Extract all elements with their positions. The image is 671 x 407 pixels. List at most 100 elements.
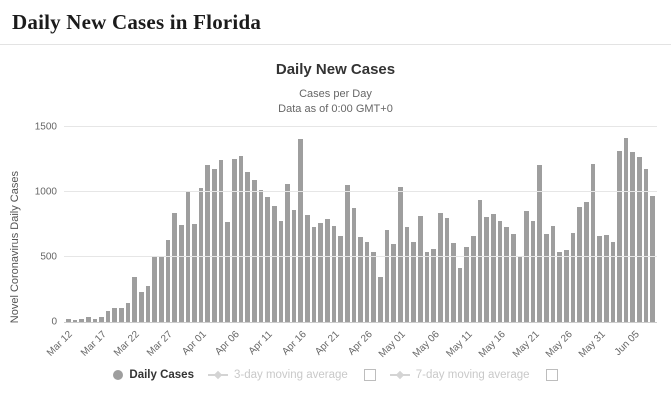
bar <box>66 318 71 322</box>
bar <box>564 249 569 322</box>
bar <box>192 224 197 322</box>
x-tick-label: Apr 16 <box>279 329 309 358</box>
bar <box>577 207 582 322</box>
bar <box>637 156 642 322</box>
y-axis-title-col: Novel Coronavirus Daily Cases <box>6 127 24 367</box>
bar <box>417 215 423 322</box>
chart-legend: Daily Cases 3-day moving average 7-day m… <box>0 369 671 381</box>
bar <box>457 267 463 322</box>
bar <box>278 221 284 322</box>
plot-column: 0 500 1000 1500 Mar 12 Mar 17 Mar 22 Mar 27 Apr… <box>35 122 657 367</box>
bar <box>471 236 476 322</box>
bar <box>643 168 649 322</box>
bar <box>617 150 622 322</box>
bar <box>451 243 456 322</box>
bar <box>464 246 470 322</box>
x-tick-label: Mar 22 <box>111 329 142 359</box>
bar <box>590 164 596 322</box>
bar <box>245 171 250 322</box>
bar <box>351 207 357 322</box>
bar <box>205 164 211 322</box>
gridline <box>64 191 657 193</box>
plot-area: 0 500 1000 1500 <box>35 122 657 328</box>
x-tick-label: May 21 <box>510 329 542 360</box>
ma7-line-marker-icon <box>389 370 410 380</box>
x-tick-label: Apr 06 <box>213 329 242 358</box>
chart-subtitle-line2: Data as of 0:00 GMT+0 <box>278 103 393 115</box>
x-tick-label: Apr 11 <box>246 329 275 358</box>
ma7-diamond-icon <box>395 370 405 380</box>
x-tick-label: Apr 01 <box>179 329 209 358</box>
bar <box>623 137 629 322</box>
gridline <box>64 126 657 127</box>
bar <box>650 196 656 322</box>
x-tick-label: Mar 27 <box>145 329 176 359</box>
bar <box>298 138 304 322</box>
y-tick-label: 1000 <box>34 186 57 198</box>
legend-item-daily-cases[interactable]: Daily Cases <box>113 369 194 381</box>
x-tick-label: Mar 12 <box>45 329 76 359</box>
legend-item-3day-ma[interactable]: 3-day moving average <box>207 369 348 381</box>
bar <box>477 199 483 322</box>
bar <box>537 165 543 322</box>
ma3-checkbox[interactable] <box>363 369 376 381</box>
bar <box>165 239 171 322</box>
bar <box>318 223 323 322</box>
bar <box>265 196 270 322</box>
y-tick-label: 500 <box>40 251 57 263</box>
bar <box>384 229 390 322</box>
bar <box>431 248 436 322</box>
bar <box>85 316 91 322</box>
bar <box>603 235 609 322</box>
bar <box>424 251 430 322</box>
bar <box>524 210 529 322</box>
bar <box>504 226 509 322</box>
legend-item-7day-ma[interactable]: 7-day moving average <box>389 369 530 381</box>
bar <box>112 308 118 322</box>
x-tick-label: Apr 26 <box>346 329 375 358</box>
bar <box>79 318 84 322</box>
bar <box>139 291 144 322</box>
bar <box>437 212 443 322</box>
x-tick-label: Apr 21 <box>313 329 342 358</box>
bar <box>178 225 184 322</box>
bar <box>311 227 317 322</box>
x-tick-label: May 31 <box>577 329 609 360</box>
bar <box>285 183 290 322</box>
bar <box>232 158 237 322</box>
bar <box>105 310 111 322</box>
x-tick-label: May 26 <box>543 329 575 360</box>
x-axis: Mar 12 Mar 17 Mar 22 Mar 27 Apr 01 Apr 06 Apr … <box>45 323 657 367</box>
bar <box>610 241 616 322</box>
bar <box>305 215 310 322</box>
x-tick-label: May 06 <box>410 329 442 360</box>
y-tick-label: 1500 <box>34 121 57 133</box>
ma7-checkbox[interactable] <box>545 369 558 381</box>
y-axis-title: Novel Coronavirus Daily Cases <box>9 170 21 324</box>
bar <box>378 276 383 322</box>
bar <box>271 206 277 322</box>
x-tick-label: May 16 <box>477 329 509 360</box>
gridline <box>64 256 657 258</box>
bar <box>444 217 450 322</box>
bar <box>331 225 337 322</box>
chart-subtitle-line1: Cases per Day <box>299 88 372 100</box>
bar <box>125 303 131 322</box>
y-tick-label: 0 <box>51 316 57 328</box>
bar <box>158 255 164 322</box>
x-tick-label: May 11 <box>444 329 475 360</box>
legend-daily-cases-label: Daily Cases <box>129 369 194 381</box>
bar <box>119 307 124 322</box>
bar <box>597 235 602 322</box>
bar <box>251 180 257 322</box>
bar <box>510 233 516 322</box>
ma3-line-marker-icon <box>207 370 228 380</box>
bar <box>218 160 224 322</box>
bar <box>145 286 151 322</box>
page-header: Daily New Cases in Florida <box>0 0 671 45</box>
page-title: Daily New Cases in Florida <box>12 10 262 34</box>
bar <box>212 168 217 322</box>
bar <box>530 221 536 322</box>
x-tick-label: Jun 05 <box>612 329 642 359</box>
bar <box>238 155 244 322</box>
